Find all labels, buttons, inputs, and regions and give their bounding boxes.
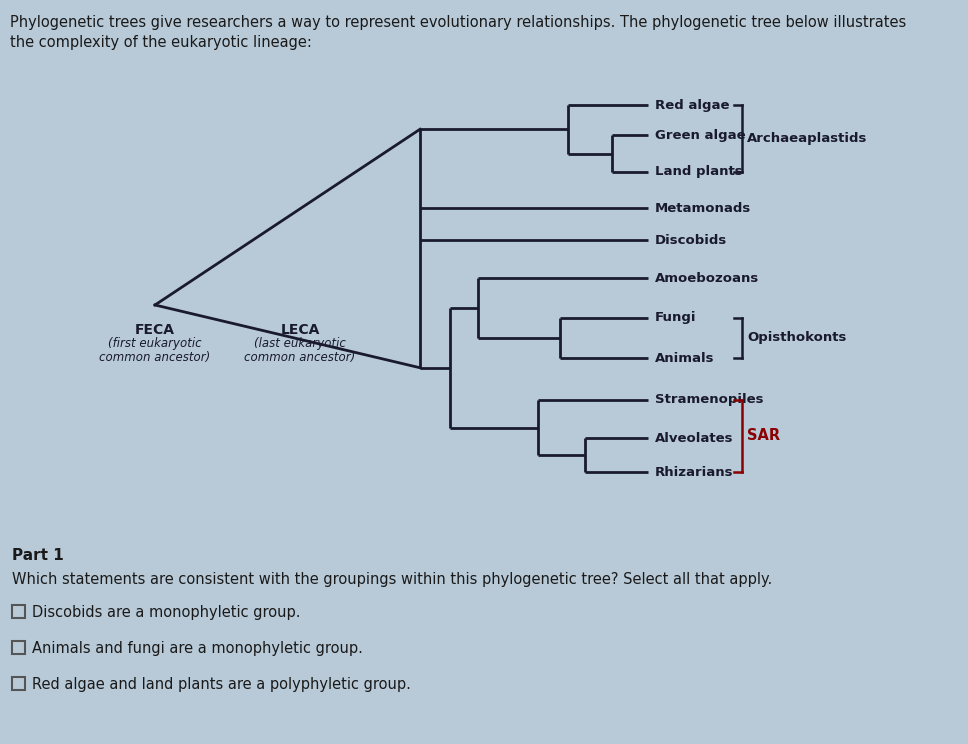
Bar (12, 641, 25, 654)
Text: Part 1: Part 1 (12, 548, 64, 563)
Text: Opisthokonts: Opisthokonts (747, 332, 846, 344)
Text: Which statements are consistent with the groupings within this phylogenetic tree: Which statements are consistent with the… (12, 572, 772, 587)
Text: Archaeaplastids: Archaeaplastids (747, 132, 867, 145)
Text: Animals: Animals (655, 351, 714, 365)
Text: Red algae and land plants are a polyphyletic group.: Red algae and land plants are a polyphyl… (32, 676, 410, 691)
Text: (first eukaryotic: (first eukaryotic (108, 337, 201, 350)
Text: Alveolates: Alveolates (655, 432, 734, 444)
Text: common ancestor): common ancestor) (244, 351, 355, 364)
Text: the complexity of the eukaryotic lineage:: the complexity of the eukaryotic lineage… (10, 35, 312, 50)
Text: Discobids: Discobids (655, 234, 727, 246)
Text: Discobids are a monophyletic group.: Discobids are a monophyletic group. (32, 604, 300, 620)
Bar (12, 605, 25, 618)
Text: Red algae: Red algae (655, 98, 730, 112)
Text: Rhizarians: Rhizarians (655, 466, 734, 478)
Text: SAR: SAR (747, 429, 780, 443)
Text: Animals and fungi are a monophyletic group.: Animals and fungi are a monophyletic gro… (32, 641, 363, 655)
Text: Phylogenetic trees give researchers a way to represent evolutionary relationship: Phylogenetic trees give researchers a wa… (10, 15, 906, 30)
Bar (12, 677, 25, 690)
Text: LECA: LECA (281, 323, 319, 337)
Text: common ancestor): common ancestor) (100, 351, 211, 364)
Text: Metamonads: Metamonads (655, 202, 751, 214)
Text: FECA: FECA (135, 323, 175, 337)
Text: Stramenopiles: Stramenopiles (655, 394, 764, 406)
Text: Land plants: Land plants (655, 165, 742, 179)
Text: Fungi: Fungi (655, 312, 697, 324)
Text: Green algae: Green algae (655, 129, 745, 141)
Text: (last eukaryotic: (last eukaryotic (254, 337, 346, 350)
Text: Amoebozoans: Amoebozoans (655, 272, 759, 284)
